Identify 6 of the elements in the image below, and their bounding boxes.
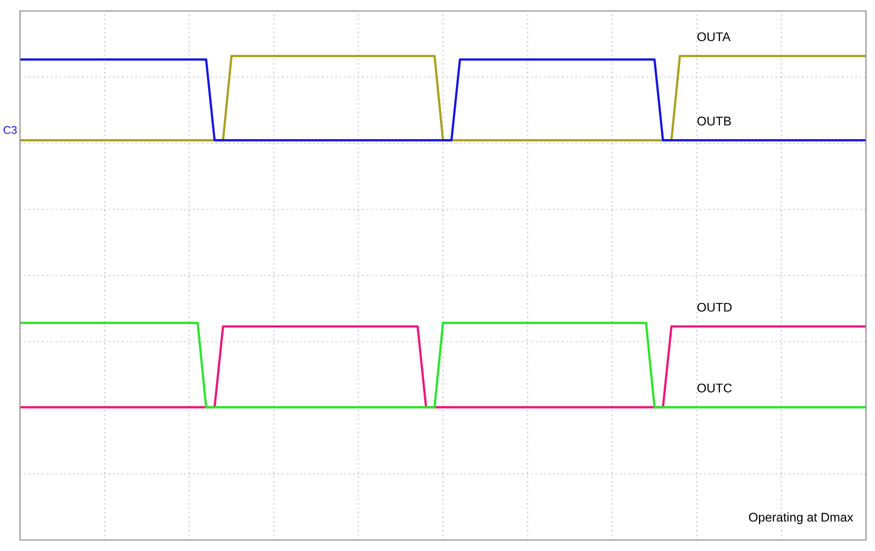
text: C3 <box>4 126 17 134</box>
series-label: OUTC <box>697 384 732 392</box>
text: Operating at Dmax <box>749 512 854 524</box>
series-label: OUTA <box>697 32 731 42</box>
series-label: OUTD <box>697 302 732 312</box>
series-label: OUTB <box>697 116 731 126</box>
